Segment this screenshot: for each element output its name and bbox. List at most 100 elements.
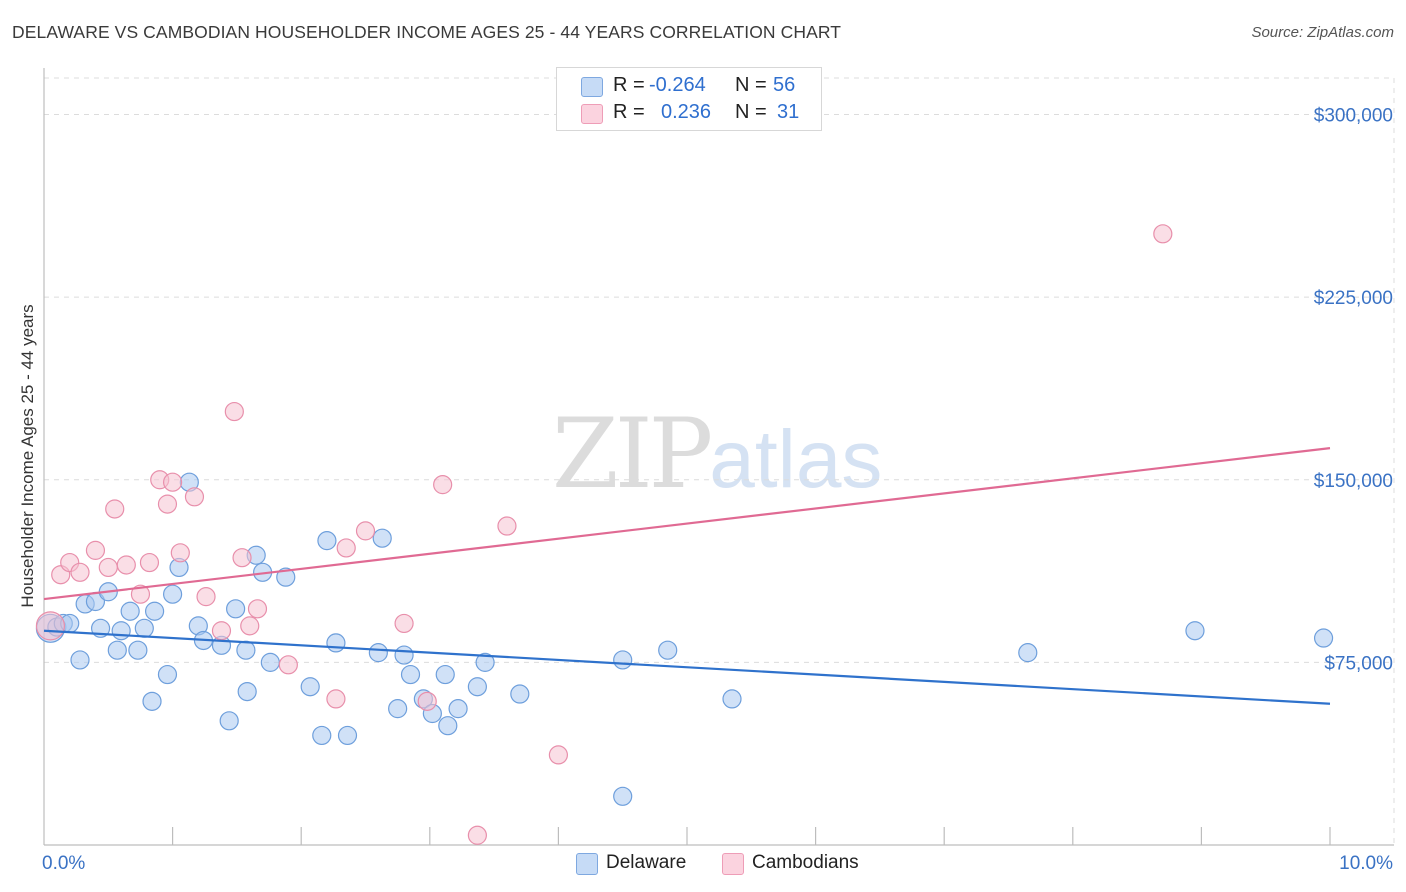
- series-legend: Delaware Cambodians: [0, 852, 1406, 878]
- delaware-point: [128, 640, 148, 660]
- legend-n-label: N =: [735, 74, 767, 96]
- watermark-zip: ZIP: [552, 398, 713, 510]
- delaware-point: [1185, 621, 1205, 641]
- cambodians-point: [98, 557, 118, 578]
- watermark-atlas: atlas: [709, 414, 883, 505]
- cambodians-point: [240, 616, 260, 636]
- x-tick-label: 0.0%: [42, 853, 85, 874]
- axis-labels: $75,000 $150,000 $225,000 $300,000 0.0% 10.0%…: [18, 106, 1393, 874]
- chart-title: DELAWARE VS CAMBODIAN HOUSEHOLDER INCOME…: [12, 22, 842, 42]
- legend-n-value: 31: [777, 101, 800, 123]
- trendlines: [43, 447, 1331, 705]
- cambodians-point: [85, 540, 106, 560]
- delaware-point: [368, 643, 388, 663]
- y-tick-label: $75,000: [1324, 653, 1393, 674]
- delaware-point: [400, 664, 421, 685]
- cambodians-point: [224, 401, 244, 422]
- cambodians-point: [170, 543, 190, 563]
- delaware-point: [613, 786, 633, 806]
- cambodians-point: [278, 655, 298, 675]
- delaware-point: [1018, 643, 1038, 663]
- x-tick-label: 10.0%: [1339, 853, 1393, 874]
- delaware-point: [510, 684, 530, 704]
- delaware-point: [237, 681, 257, 702]
- watermark: ZIPatlas: [552, 398, 882, 510]
- cambodians-point: [157, 494, 178, 514]
- delaware-point: [475, 652, 495, 672]
- legend-label-delaware[interactable]: Delaware: [606, 852, 687, 873]
- legend-label-cambodians[interactable]: Cambodians: [752, 852, 859, 873]
- delaware-point: [448, 699, 468, 719]
- cambodians-point: [116, 555, 136, 575]
- delaware-point: [219, 711, 239, 731]
- delaware-point: [337, 725, 358, 746]
- y-tick-label: $300,000: [1314, 106, 1393, 127]
- delaware-point: [107, 640, 127, 660]
- delaware-point: [435, 664, 455, 685]
- legend-r-label: R =: [613, 101, 645, 123]
- delaware-point: [467, 677, 487, 697]
- delaware-point: [144, 601, 165, 621]
- cambodians-point: [336, 538, 356, 558]
- chart-source: Source: ZipAtlas.com: [1251, 24, 1394, 41]
- delaware-point: [312, 725, 332, 746]
- legend-n-value: 56: [773, 74, 796, 96]
- cambodians-point: [394, 613, 414, 634]
- cambodians-point: [184, 487, 205, 507]
- cambodians-point: [467, 825, 487, 845]
- cambodians-point: [355, 521, 376, 541]
- cambodians-point: [211, 621, 232, 641]
- cambodians-point: [497, 516, 517, 536]
- cambodians-point: [417, 691, 437, 711]
- legend-swatch-cambodians: [722, 853, 744, 875]
- delaware-point: [134, 618, 154, 638]
- delaware-point: [326, 633, 346, 653]
- delaware-point: [438, 716, 458, 736]
- stats-legend: R = -0.264 N = 56 R = 0.236 N = 31: [556, 67, 822, 131]
- delaware-point: [157, 664, 178, 685]
- delaware-point: [300, 677, 320, 697]
- delaware-point: [658, 640, 678, 660]
- data-points: [35, 224, 1334, 845]
- delaware-point: [70, 650, 90, 670]
- delaware-point: [163, 584, 183, 604]
- cambodians-point: [105, 499, 125, 519]
- cambodians-point: [196, 587, 216, 607]
- cambodians-point: [232, 548, 252, 568]
- cambodians-trendline: [43, 447, 1331, 601]
- y-tick-label: $225,000: [1314, 288, 1393, 309]
- y-tick-label: $150,000: [1314, 471, 1393, 492]
- delaware-point: [1313, 628, 1334, 648]
- delaware-point: [317, 531, 337, 551]
- delaware-point: [613, 650, 633, 670]
- legend-r-label: R =: [613, 74, 645, 96]
- delaware-point: [120, 601, 140, 621]
- delaware-point: [394, 645, 414, 665]
- cambodians-point: [35, 611, 66, 641]
- delaware-point: [372, 528, 392, 548]
- delaware-point: [111, 621, 131, 641]
- delaware-point: [236, 640, 256, 660]
- cambodians-point: [548, 745, 569, 765]
- delaware-point: [226, 599, 246, 619]
- delaware-point: [276, 567, 296, 587]
- cambodians-point: [1153, 224, 1173, 244]
- cambodians-point: [433, 475, 453, 495]
- legend-swatch-delaware: [576, 853, 598, 875]
- cambodians-point: [139, 552, 160, 573]
- cambodians-point: [70, 562, 90, 582]
- legend-r-value: 0.236: [661, 101, 712, 123]
- y-axis-label: Householder Income Ages 25 - 44 years: [18, 304, 37, 607]
- cambodians-point: [130, 584, 151, 604]
- cambodians-point: [326, 689, 346, 709]
- delaware-point: [260, 652, 280, 672]
- legend-swatch-delaware: [581, 77, 603, 97]
- grid-lines: [44, 77, 1395, 845]
- delaware-point: [722, 689, 742, 709]
- delaware-trendline: [43, 629, 1331, 705]
- cambodians-point: [247, 599, 268, 619]
- legend-n-label: N =: [735, 101, 767, 123]
- axes: [43, 68, 1394, 846]
- legend-swatch-cambodians: [581, 104, 603, 124]
